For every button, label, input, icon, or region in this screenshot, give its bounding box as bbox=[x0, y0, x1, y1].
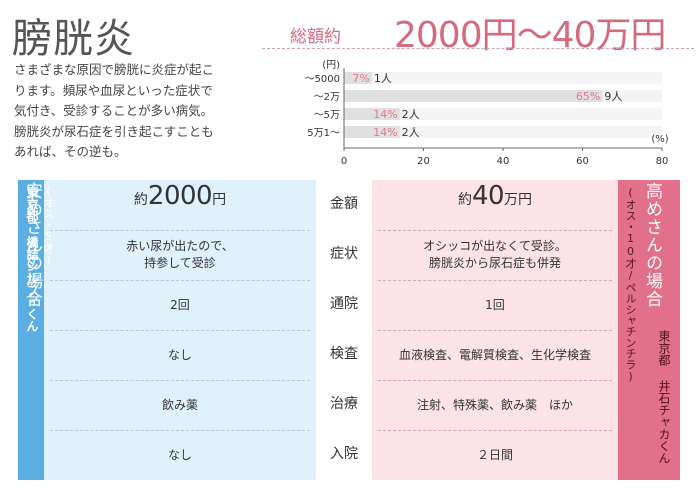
right-value-line: ２日間 bbox=[476, 447, 513, 462]
bar-track bbox=[344, 72, 662, 84]
row-divider bbox=[378, 330, 612, 331]
left-value: 2回 bbox=[44, 297, 316, 314]
right-value: ２日間 bbox=[372, 447, 618, 464]
row-divider bbox=[50, 430, 310, 431]
heading-divider bbox=[262, 48, 694, 49]
right-value-line: オシッコが出なくて受診。 bbox=[423, 239, 567, 253]
left-value: 飲み薬 bbox=[44, 397, 316, 414]
x-axis-unit: (%) bbox=[651, 134, 668, 145]
right-value: 注射、特殊薬、飲み薬 ほか bbox=[372, 397, 618, 414]
data-label-count: 2人 bbox=[402, 126, 420, 139]
left-value-line: 持参して受診 bbox=[144, 256, 216, 270]
row-label: 金額 bbox=[330, 196, 358, 212]
right-owner-name: 東京都 井石チャカくん bbox=[657, 330, 671, 464]
left-owner-line: 東京都 橋詰シルフィくん bbox=[25, 186, 39, 332]
right-case-title: 高めさんの場合 bbox=[642, 182, 662, 308]
left-case-owner: 東京都 橋詰シルフィくん bbox=[24, 186, 41, 332]
data-label-percent: 65% bbox=[576, 90, 600, 103]
intro-line: あれば、その逆も。 bbox=[14, 144, 127, 159]
x-tick-label: 60 bbox=[576, 156, 589, 167]
right-cost-prefix: 約 bbox=[457, 192, 472, 208]
category-label: 〜2万 bbox=[314, 92, 340, 103]
right-value: 1回 bbox=[372, 297, 618, 314]
total-range: 2000円〜40万円 bbox=[394, 15, 666, 56]
category-label: 5万1〜 bbox=[307, 128, 340, 139]
bar bbox=[344, 126, 400, 138]
intro-line: 膀胱炎が尿石症を引き起こすことも bbox=[14, 123, 214, 139]
bar-track bbox=[344, 108, 662, 120]
left-value-line: なし bbox=[167, 347, 192, 362]
row-divider bbox=[50, 280, 310, 281]
right-value: オシッコが出なくて受診。 膀胱炎から尿石症も併発 bbox=[372, 238, 618, 272]
row-label: 入院 bbox=[330, 446, 358, 462]
left-cost-prefix: 約 bbox=[133, 192, 148, 208]
comparison-row: 入院 なし ２日間 bbox=[0, 430, 700, 480]
category-label: 〜5万 bbox=[314, 110, 340, 121]
row-label: 検査 bbox=[330, 346, 358, 362]
row-divider bbox=[378, 380, 612, 381]
comparison-row: 治療 飲み薬 注射、特殊薬、飲み薬 ほか bbox=[0, 380, 700, 431]
right-cost: 約40万円 bbox=[372, 183, 618, 209]
data-label-count: 2人 bbox=[402, 108, 420, 121]
left-value-line: 飲み薬 bbox=[161, 397, 198, 412]
intro-line: 気付き、受診することが多い病気。 bbox=[14, 103, 214, 118]
left-value: 赤い尿が出たので、 持参して受診 bbox=[44, 238, 316, 272]
data-label-percent: 7% bbox=[352, 72, 369, 85]
right-cost-unit: 万円 bbox=[504, 192, 533, 208]
y-axis-unit: (円) bbox=[322, 60, 340, 71]
total-label: 総額約 bbox=[290, 27, 341, 47]
left-case-band bbox=[18, 180, 44, 480]
data-label-percent: 14% bbox=[373, 108, 397, 121]
x-tick-label: 20 bbox=[417, 156, 430, 167]
right-value-line: 1回 bbox=[485, 297, 505, 312]
data-label-percent: 14% bbox=[373, 126, 397, 139]
row-divider bbox=[378, 280, 612, 281]
row-divider bbox=[378, 230, 612, 231]
bar bbox=[344, 72, 372, 84]
right-value: 血液検査、電解質検査、生化学検査 bbox=[372, 347, 618, 364]
row-divider bbox=[50, 230, 310, 231]
left-value-line: なし bbox=[167, 447, 192, 462]
left-value-line: 2回 bbox=[170, 297, 190, 312]
left-value: なし bbox=[44, 347, 316, 364]
page-title: 膀胱炎 bbox=[12, 16, 135, 62]
total-cost-heading: 総額約 2000円〜40万円 bbox=[290, 6, 690, 56]
right-value-line: 膀胱炎から尿石症も併発 bbox=[428, 256, 561, 270]
left-value-line: 赤い尿が出たので、 bbox=[126, 239, 234, 253]
right-value-line: 血液検査、電解質検査、生化学検査 bbox=[398, 347, 591, 362]
left-cost-number: 2000 bbox=[147, 181, 213, 211]
comparison-row: 金額 約2000円 約40万円 bbox=[0, 180, 700, 231]
x-tick-label: 40 bbox=[497, 156, 510, 167]
row-divider bbox=[378, 430, 612, 431]
x-tick-label: 0 bbox=[341, 156, 347, 167]
row-divider bbox=[50, 380, 310, 381]
bar bbox=[344, 90, 603, 102]
row-label: 通院 bbox=[330, 296, 358, 312]
x-tick-label: 80 bbox=[656, 156, 669, 167]
intro-line: さまざまな原因で膀胱に炎症が起こ bbox=[14, 62, 215, 77]
row-label: 治療 bbox=[330, 396, 358, 412]
left-cost-unit: 円 bbox=[212, 192, 227, 208]
intro-text: さまざまな原因で膀胱に炎症が起こ ります。頻尿や血尿といった症状で 気付き、受診… bbox=[14, 60, 252, 163]
comparison-row: 通院 2回 1回 bbox=[0, 280, 700, 331]
row-label: 症状 bbox=[330, 246, 358, 262]
left-cost: 約2000円 bbox=[44, 183, 316, 209]
right-cost-number: 40 bbox=[471, 181, 505, 211]
right-value-line: 注射、特殊薬、飲み薬 ほか bbox=[416, 397, 573, 412]
category-label: 〜5000 bbox=[305, 74, 340, 85]
right-owner-age: (オス・10才/ペルシャチンチラ) bbox=[624, 186, 637, 383]
bar bbox=[344, 108, 400, 120]
data-label-count: 9人 bbox=[604, 90, 622, 103]
bar-track bbox=[344, 126, 662, 138]
right-case-band bbox=[618, 180, 680, 480]
left-value: なし bbox=[44, 447, 316, 464]
data-label-count: 1人 bbox=[374, 72, 392, 85]
intro-line: ります。頻尿や血尿といった症状で bbox=[14, 82, 213, 98]
cost-distribution-chart: (円) 〜5000 7% 1人〜2万 65% 9人〜5万 14% 2人 5万1〜 14% 2人 0 20… bbox=[305, 60, 669, 167]
comparison-row: 検査 なし 血液検査、電解質検査、生化学検査 bbox=[0, 330, 700, 381]
left-owner-age: (オス・5才) bbox=[42, 184, 55, 267]
comparison-row: 症状 赤い尿が出たので、 持参して受診 オシッコが出なくて受診。 膀胱炎から尿石症も併発 bbox=[0, 230, 700, 281]
row-divider bbox=[50, 330, 310, 331]
left-case-title: 安めさんの場合 bbox=[22, 182, 42, 308]
